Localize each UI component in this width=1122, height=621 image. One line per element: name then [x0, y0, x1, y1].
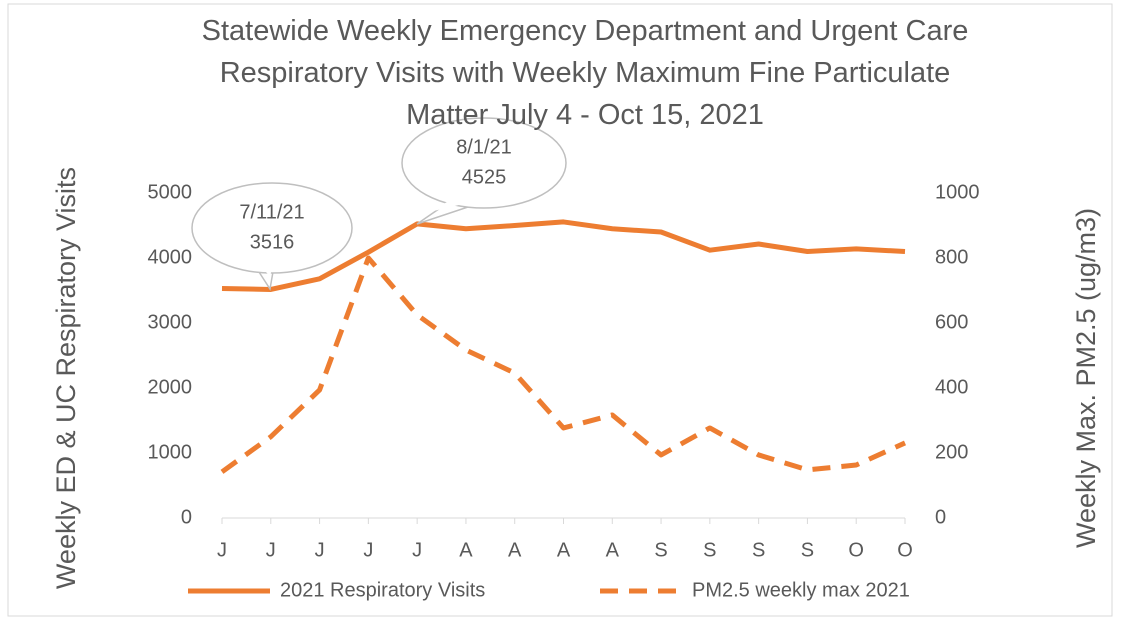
y-tick-label: 4000: [148, 246, 193, 268]
annotation-label: 7/11/21: [239, 201, 304, 223]
y2-axis-title: Weekly Max. PM2.5 (ug/m3): [1071, 208, 1101, 548]
x-tick-label: S: [654, 539, 667, 561]
chart-border: [7, 3, 1113, 617]
y-tick-label: 1000: [148, 441, 193, 463]
x-tick-label: J: [363, 539, 373, 561]
x-tick-label: O: [897, 539, 913, 561]
y-tick-label: 3000: [148, 311, 193, 333]
x-tick-label: S: [801, 539, 814, 561]
annotation-label: 8/1/21: [456, 136, 512, 158]
series-line: [220, 255, 907, 474]
x-tick-label: S: [752, 539, 765, 561]
y-tick-label: 5000: [148, 181, 193, 203]
callout: [401, 117, 567, 209]
callout-tail-cover: [430, 192, 484, 212]
legend-label: PM2.5 weekly max 2021: [692, 579, 910, 601]
y2-tick-label: 400: [935, 376, 968, 398]
chart-title: Statewide Weekly Emergency Department an…: [201, 15, 969, 131]
y2-tick-label: 800: [935, 246, 968, 268]
x-tick-label: J: [217, 539, 227, 561]
callout: [191, 182, 353, 274]
y-tick-label: 2000: [148, 376, 193, 398]
x-tick-label: A: [459, 539, 473, 561]
legend-label: 2021 Respiratory Visits: [280, 579, 485, 601]
y2-tick-label: 0: [935, 506, 946, 528]
y2-tick-label: 1000: [935, 181, 980, 203]
series-line: [221, 219, 906, 292]
x-tick-label: O: [848, 539, 864, 561]
x-tick-label: A: [557, 539, 571, 561]
y-axis-title: Weekly ED & UC Respiratory Visits: [51, 167, 81, 589]
x-tick-label: A: [606, 539, 620, 561]
y2-tick-label: 600: [935, 311, 968, 333]
x-tick-label: J: [412, 539, 422, 561]
annotation-value: 3516: [250, 231, 295, 253]
x-tick-label: J: [266, 539, 276, 561]
callout-tail-cover: [252, 257, 272, 277]
x-tick-label: A: [508, 539, 522, 561]
y-tick-label: 0: [181, 506, 192, 528]
y2-tick-label: 200: [935, 441, 968, 463]
x-tick-label: J: [315, 539, 325, 561]
x-tick-label: S: [703, 539, 716, 561]
annotation-value: 4525: [462, 166, 507, 188]
